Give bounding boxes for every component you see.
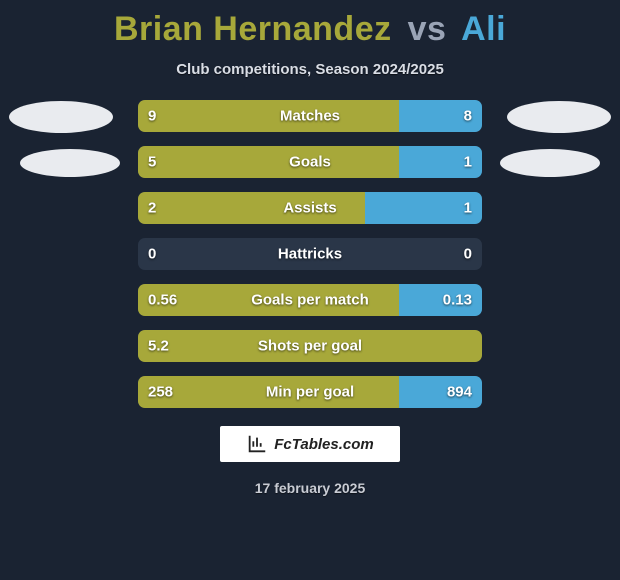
stat-label: Hattricks xyxy=(278,246,342,263)
stat-value-right: 0 xyxy=(464,246,472,263)
comparison-title: Brian Hernandez vs Ali xyxy=(0,0,620,49)
stat-label: Matches xyxy=(280,108,340,125)
stat-row: 258 894 Min per goal xyxy=(138,376,482,408)
stat-bars-container: 9 8 Matches 5 1 Goals 2 1 Assists 0 0 Hattricks 0.56… xyxy=(138,100,482,408)
stat-value-right: 894 xyxy=(447,384,472,401)
player2-logo-placeholder xyxy=(507,101,611,133)
stat-row: 0 0 Hattricks xyxy=(138,238,482,270)
content-area: 9 8 Matches 5 1 Goals 2 1 Assists 0 0 Hattricks 0.56… xyxy=(0,100,620,408)
stat-value-right: 8 xyxy=(464,108,472,125)
player1-logo-placeholder xyxy=(9,101,113,133)
stat-value-left: 9 xyxy=(148,108,156,125)
stat-value-right: 1 xyxy=(464,154,472,171)
stat-label: Goals per match xyxy=(251,292,369,309)
branding-text: FcTables.com xyxy=(274,436,373,453)
stat-value-right: 0.13 xyxy=(443,292,472,309)
chart-icon xyxy=(246,433,268,455)
stat-value-left: 2 xyxy=(148,200,156,217)
stat-value-left: 258 xyxy=(148,384,173,401)
stat-row: 2 1 Assists xyxy=(138,192,482,224)
stat-row: 9 8 Matches xyxy=(138,100,482,132)
date-text: 17 february 2025 xyxy=(0,480,620,496)
stat-value-left: 5 xyxy=(148,154,156,171)
stat-fill-left xyxy=(138,100,399,132)
vs-text: vs xyxy=(408,10,447,48)
stat-value-right: 1 xyxy=(464,200,472,217)
stat-row: 0.56 0.13 Goals per match xyxy=(138,284,482,316)
player2-logo-placeholder-2 xyxy=(500,149,600,177)
stat-value-left: 0.56 xyxy=(148,292,177,309)
player1-name: Brian Hernandez xyxy=(114,10,392,48)
stat-label: Goals xyxy=(289,154,331,171)
stat-fill-left xyxy=(138,146,399,178)
branding-badge: FcTables.com xyxy=(220,426,400,462)
stat-value-left: 0 xyxy=(148,246,156,263)
stat-row: 5.2 Shots per goal xyxy=(138,330,482,362)
player1-logo-placeholder-2 xyxy=(20,149,120,177)
stat-label: Assists xyxy=(283,200,336,217)
stat-value-left: 5.2 xyxy=(148,338,169,355)
player2-name: Ali xyxy=(461,10,506,48)
stat-label: Min per goal xyxy=(266,384,354,401)
stat-row: 5 1 Goals xyxy=(138,146,482,178)
stat-label: Shots per goal xyxy=(258,338,362,355)
subtitle: Club competitions, Season 2024/2025 xyxy=(0,61,620,78)
